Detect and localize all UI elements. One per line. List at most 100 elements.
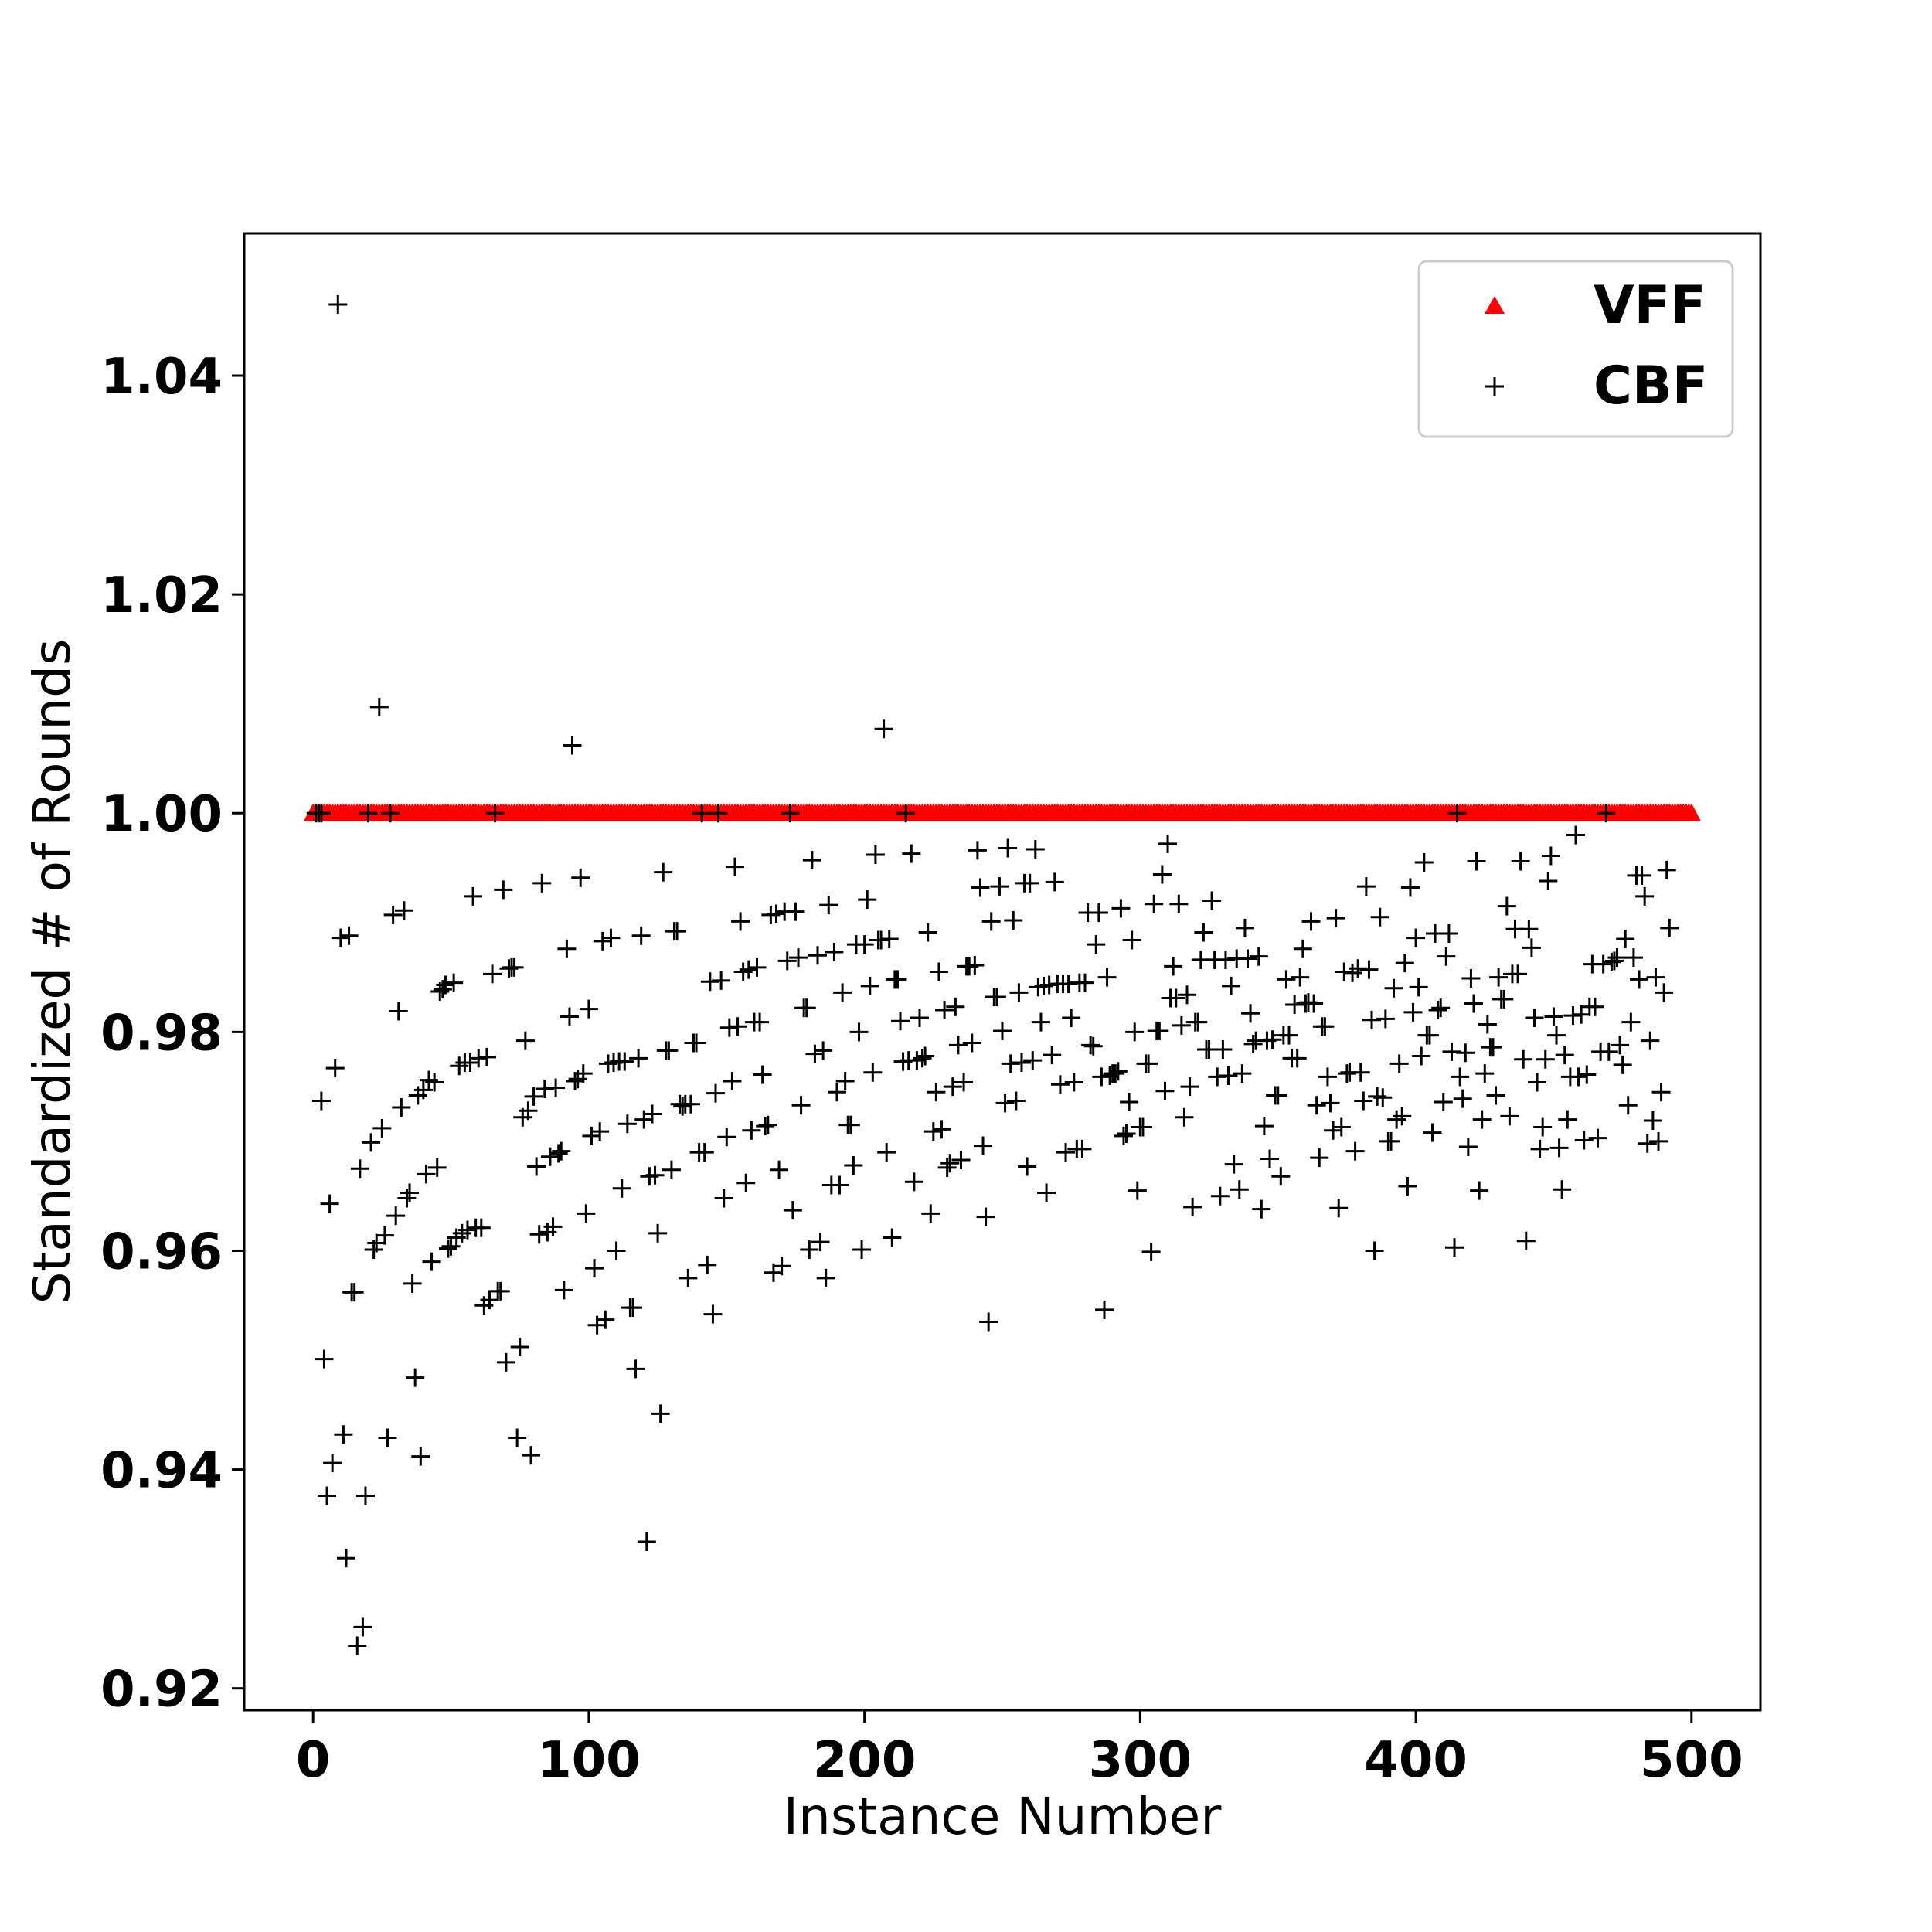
cbf-point: [549, 1144, 568, 1162]
cbf-point: [910, 1009, 929, 1027]
cbf-point: [1512, 852, 1530, 871]
cbf-point: [555, 1281, 573, 1299]
cbf-point: [1164, 957, 1182, 975]
cbf-point: [946, 998, 964, 1016]
cbf-point: [1175, 1108, 1193, 1127]
cbf-point: [1539, 872, 1557, 890]
cbf-point: [1415, 853, 1434, 872]
cbf-point: [1556, 1046, 1574, 1064]
cbf-point: [715, 1189, 733, 1208]
cbf-point: [1660, 919, 1679, 937]
cbf-point: [483, 964, 502, 983]
cbf-point: [411, 1447, 430, 1466]
cbf-point: [1139, 1054, 1158, 1073]
cbf-point: [1065, 1073, 1083, 1091]
cbf-point: [1318, 1067, 1337, 1086]
cbf-point: [1410, 978, 1428, 996]
cbf-point: [1189, 1013, 1207, 1032]
cbf-point: [334, 1425, 352, 1444]
cbf-point: [1145, 895, 1163, 913]
cbf-point: [778, 951, 797, 970]
cbf-point: [1489, 968, 1508, 987]
cbf-point: [1652, 1083, 1671, 1101]
cbf-point: [800, 1240, 818, 1259]
legend-vff-label: VFF: [1594, 275, 1706, 336]
cbf-point: [742, 1121, 760, 1140]
cbf-point: [1459, 1138, 1478, 1156]
cbf-point: [1018, 1157, 1036, 1175]
x-tick-label: 0: [296, 1732, 331, 1789]
cbf-point: [566, 1072, 584, 1090]
cbf-point: [954, 1073, 973, 1091]
cbf-point: [668, 922, 686, 940]
cbf-point: [511, 1338, 529, 1356]
cbf-point: [1046, 872, 1064, 891]
cbf-point: [580, 1000, 598, 1019]
cbf-point: [1329, 1199, 1348, 1217]
cbf-point: [1517, 1232, 1536, 1250]
cbf-point: [527, 1157, 546, 1175]
cbf-point: [1090, 903, 1108, 922]
cbf-point: [1128, 1182, 1147, 1200]
cbf-point: [627, 1359, 645, 1378]
cbf-point: [532, 874, 551, 893]
cbf-point: [648, 1224, 667, 1243]
cbf-point: [998, 839, 1017, 858]
cbf-point: [726, 858, 744, 876]
cbf-point: [811, 1233, 830, 1251]
x-axis-label: Instance Number: [784, 1787, 1223, 1846]
cbf-point: [814, 1041, 832, 1060]
cbf-point: [1291, 968, 1309, 987]
x-tick-label: 400: [1364, 1732, 1468, 1789]
cbf-point: [729, 1017, 747, 1036]
cbf-point: [384, 906, 403, 924]
cbf-point: [629, 1049, 648, 1067]
cbf-point: [1098, 968, 1117, 987]
cbf-point: [1644, 1111, 1662, 1130]
cbf-point: [784, 1201, 802, 1219]
cbf-point: [1277, 970, 1295, 988]
cbf-point: [1252, 1200, 1270, 1219]
legend: VFF CBF: [1419, 261, 1733, 437]
cbf-point: [706, 1084, 725, 1103]
cbf-point: [798, 998, 816, 1017]
cbf-point: [1550, 1138, 1569, 1157]
cbf-point: [1390, 1054, 1409, 1073]
cbf-point: [1429, 1001, 1447, 1019]
cbf-point: [546, 1079, 565, 1097]
cbf-point: [949, 1036, 968, 1054]
cbf-point: [1575, 1131, 1594, 1149]
cbf-point: [1032, 1013, 1050, 1032]
cbf-point: [1095, 1301, 1114, 1319]
cbf-point: [1473, 1111, 1492, 1129]
cbf-point: [1646, 968, 1665, 987]
cbf-point: [863, 1063, 882, 1082]
x-tick-label: 100: [537, 1732, 641, 1789]
cbf-point: [844, 1156, 862, 1175]
cbf-point: [1084, 1037, 1103, 1056]
cbf-point: [1478, 1015, 1497, 1033]
cbf-point: [315, 1350, 333, 1369]
cbf-point: [362, 1133, 380, 1151]
cbf-point: [1150, 1022, 1168, 1040]
cbf-point: [1577, 1066, 1596, 1084]
cbf-point: [590, 1122, 609, 1141]
cbf-point: [618, 1114, 637, 1133]
cbf-point: [993, 1022, 1012, 1040]
cbf-point: [1004, 911, 1022, 930]
cbf-point: [1614, 1056, 1632, 1074]
cbf-point: [673, 1097, 692, 1116]
cbf-point: [808, 946, 827, 964]
y-tick-label: 0.98: [100, 1005, 223, 1062]
cbf-point: [1043, 1046, 1061, 1064]
cbf-point: [1111, 899, 1130, 917]
cbf-point: [1658, 861, 1676, 879]
cbf-point: [1544, 1008, 1563, 1026]
plot-frame: [244, 233, 1760, 1710]
cbf-point: [850, 1022, 869, 1041]
cbf-point: [1558, 1111, 1577, 1129]
cbf-point: [1434, 1093, 1453, 1111]
cbf-point: [1153, 866, 1172, 884]
cbf-point: [1315, 1017, 1334, 1036]
